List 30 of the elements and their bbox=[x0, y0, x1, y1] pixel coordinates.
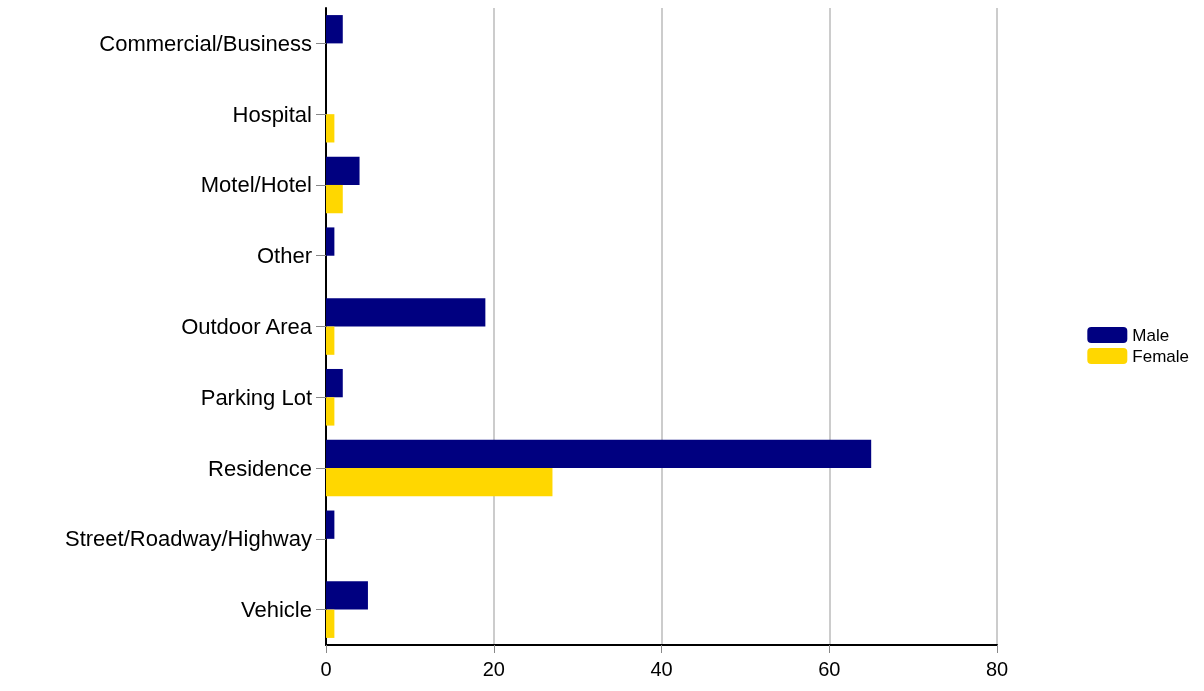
bar bbox=[326, 298, 486, 327]
y-tick-label: Residence bbox=[208, 455, 312, 481]
bar bbox=[326, 368, 343, 398]
x-tick-label: 40 bbox=[650, 658, 673, 680]
x-tick-label: 80 bbox=[985, 658, 1009, 680]
y-tick-label: Street/Roadway/Highway bbox=[64, 526, 312, 552]
y-tick-label: Motel/Hotel bbox=[200, 172, 312, 198]
bar bbox=[326, 326, 335, 355]
bar bbox=[326, 510, 335, 539]
y-tick-label: Vehicle bbox=[241, 597, 312, 623]
bar bbox=[326, 397, 335, 426]
bar bbox=[326, 114, 335, 143]
bar bbox=[326, 609, 335, 638]
x-tick-label: 60 bbox=[818, 658, 841, 680]
y-tick-label: Commercial/Business bbox=[99, 30, 312, 56]
y-tick-label: Parking Lot bbox=[200, 384, 312, 410]
bar bbox=[326, 227, 335, 256]
bar bbox=[326, 581, 368, 610]
legend-label: Male bbox=[1132, 325, 1170, 345]
y-tick-label: Outdoor Area bbox=[181, 314, 313, 339]
legend-label: Female bbox=[1132, 346, 1189, 366]
bar bbox=[326, 184, 343, 214]
bar bbox=[326, 15, 343, 44]
x-tick-label: 0 bbox=[320, 658, 332, 680]
bar bbox=[326, 156, 360, 185]
bar bbox=[326, 468, 553, 497]
bar bbox=[326, 439, 872, 469]
x-tick-label: 20 bbox=[482, 658, 505, 680]
y-tick-label: Other bbox=[256, 243, 312, 269]
y-tick-label: Hospital bbox=[232, 101, 312, 127]
